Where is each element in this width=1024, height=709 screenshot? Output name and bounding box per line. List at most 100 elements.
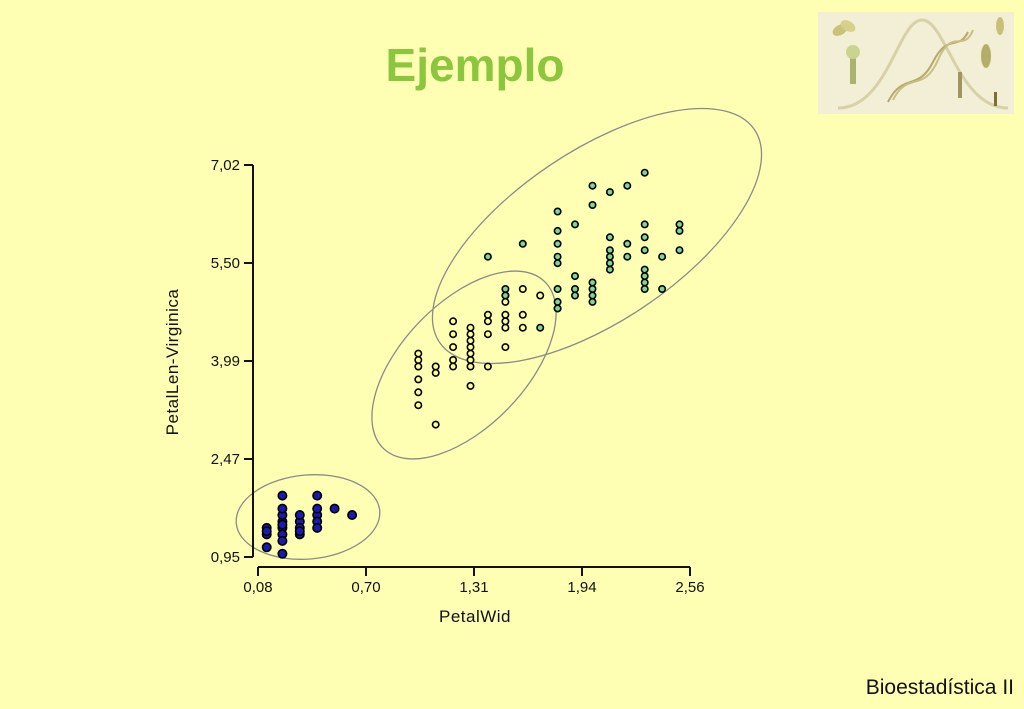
versicolor-point	[449, 355, 458, 364]
versicolor-point	[536, 291, 545, 300]
footer-course-name: Bioestadística II	[865, 676, 1014, 699]
versicolor-point	[466, 355, 475, 364]
data-points	[261, 168, 684, 559]
versicolor-point	[466, 349, 475, 358]
x-tick-label: 0,08	[243, 579, 272, 596]
versicolor-point	[431, 362, 440, 371]
versicolor-point	[449, 330, 458, 339]
virginica-point	[658, 284, 667, 293]
virginica-point	[588, 291, 597, 300]
cluster-ellipse-setosa	[235, 474, 381, 560]
virginica-point	[570, 284, 579, 293]
versicolor-point	[501, 310, 510, 319]
x-axis-title: PetalWid	[439, 607, 511, 626]
versicolor-point	[414, 362, 423, 371]
virginica-point	[623, 252, 632, 261]
versicolor-point	[449, 362, 458, 371]
virginica-point	[605, 259, 614, 268]
setosa-point	[347, 509, 358, 520]
virginica-point	[518, 239, 527, 248]
virginica-point	[588, 284, 597, 293]
versicolor-point	[518, 284, 527, 293]
setosa-point	[261, 542, 272, 553]
virginica-point	[623, 181, 632, 190]
virginica-point	[570, 272, 579, 281]
virginica-point	[501, 291, 510, 300]
virginica-point	[605, 233, 614, 242]
y-tick-label: 5,50	[211, 255, 240, 272]
versicolor-point	[518, 310, 527, 319]
virginica-point	[483, 252, 492, 261]
versicolor-point	[501, 323, 510, 332]
y-tick-label: 0,95	[211, 549, 240, 566]
versicolor-point	[483, 317, 492, 326]
versicolor-point	[414, 375, 423, 384]
slide-title: Ejemplo	[385, 39, 565, 91]
setosa-point	[277, 503, 288, 514]
versicolor-point	[466, 323, 475, 332]
virginica-point	[623, 239, 632, 248]
versicolor-point	[449, 343, 458, 352]
virginica-point	[640, 220, 649, 229]
setosa-point	[312, 490, 323, 501]
cluster-ellipses	[235, 107, 763, 560]
versicolor-point	[449, 317, 458, 326]
virginica-point	[605, 246, 614, 255]
cluster-ellipse-virginica	[431, 107, 763, 365]
virginica-point	[640, 272, 649, 281]
versicolor-point	[431, 420, 440, 429]
versicolor-point	[483, 330, 492, 339]
cluster-ellipse-versicolor	[371, 270, 557, 460]
virginica-point	[588, 297, 597, 306]
virginica-point	[675, 226, 684, 235]
versicolor-point	[466, 336, 475, 345]
virginica-point	[570, 220, 579, 229]
virginica-point	[588, 181, 597, 190]
setosa-point	[329, 503, 340, 514]
y-tick-label: 7,02	[211, 157, 240, 174]
virginica-point	[570, 291, 579, 300]
versicolor-point	[414, 388, 423, 397]
setosa-point	[312, 522, 323, 533]
axes: 0,95 2,47 3,99 5,50 7,02 0,08 0,70 1,31 1,94 2,56	[211, 157, 705, 596]
x-tick-label: 1,31	[459, 579, 488, 596]
versicolor-point	[501, 317, 510, 326]
setosa-point	[294, 526, 305, 537]
versicolor-point	[414, 401, 423, 410]
virginica-point	[553, 259, 562, 268]
versicolor-point	[466, 330, 475, 339]
versicolor-point	[466, 362, 475, 371]
versicolor-point	[414, 349, 423, 358]
virginica-point	[588, 201, 597, 210]
virginica-point	[675, 246, 684, 255]
biology-collage-logo	[818, 12, 1014, 114]
virginica-point	[553, 239, 562, 248]
virginica-point	[640, 278, 649, 287]
virginica-point	[553, 207, 562, 216]
versicolor-point	[414, 355, 423, 364]
setosa-point	[277, 548, 288, 559]
virginica-point	[640, 246, 649, 255]
setosa-point	[277, 519, 288, 530]
versicolor-point	[501, 297, 510, 306]
virginica-point	[553, 226, 562, 235]
virginica-point	[553, 252, 562, 261]
y-axis-title: PetalLen-Virginica	[163, 289, 182, 436]
virginica-point	[640, 233, 649, 242]
virginica-point	[675, 220, 684, 229]
virginica-point	[536, 323, 545, 332]
versicolor-point	[518, 323, 527, 332]
virginica-point	[640, 168, 649, 177]
virginica-point	[605, 265, 614, 274]
x-tick-label: 2,56	[675, 579, 704, 596]
logo-graphic	[818, 12, 1014, 114]
y-tick-label: 2,47	[211, 451, 240, 468]
virginica-point	[605, 252, 614, 261]
virginica-point	[501, 284, 510, 293]
setosa-point	[277, 490, 288, 501]
x-tick-label: 0,70	[351, 579, 380, 596]
versicolor-point	[466, 343, 475, 352]
versicolor-point	[431, 368, 440, 377]
setosa-point	[312, 503, 323, 514]
